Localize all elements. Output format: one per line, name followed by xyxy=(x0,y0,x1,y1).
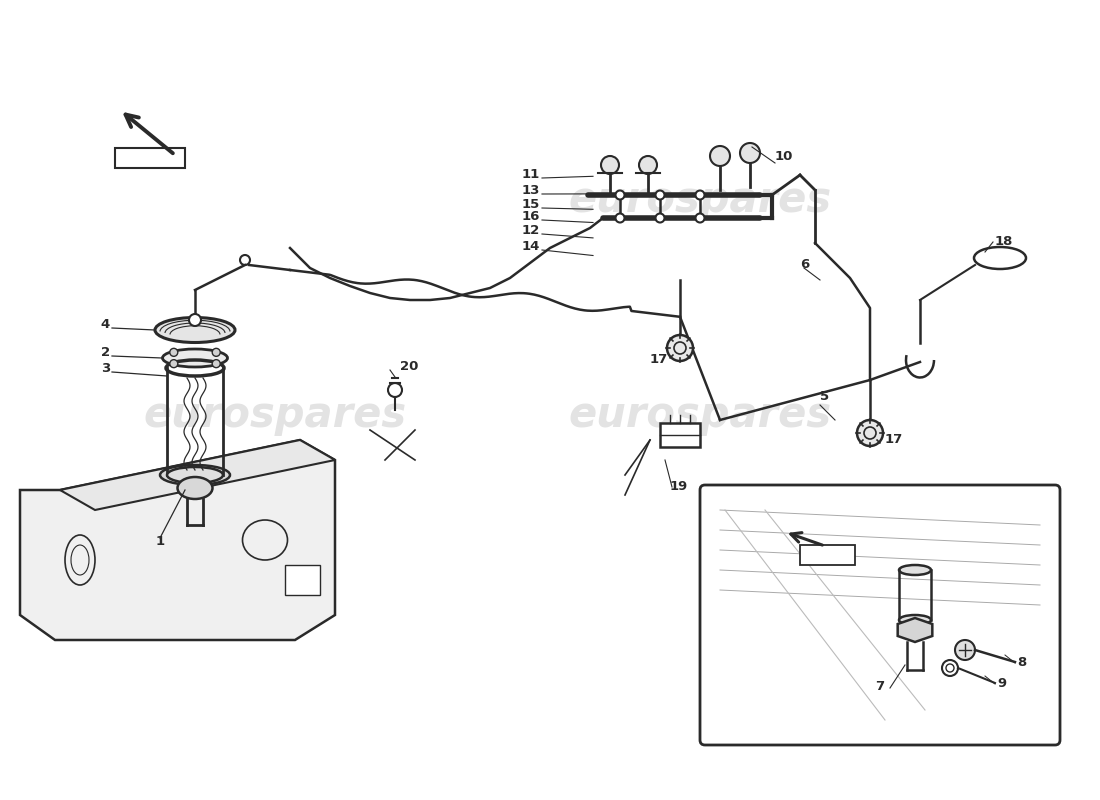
Text: 20: 20 xyxy=(400,360,418,373)
Text: 8: 8 xyxy=(1018,656,1026,669)
Text: 4: 4 xyxy=(101,318,110,331)
FancyBboxPatch shape xyxy=(660,423,700,447)
Circle shape xyxy=(639,156,657,174)
FancyBboxPatch shape xyxy=(700,485,1060,745)
Circle shape xyxy=(667,335,693,361)
Text: 6: 6 xyxy=(800,258,810,271)
Text: 1: 1 xyxy=(155,535,165,548)
Text: 12: 12 xyxy=(521,224,540,237)
Circle shape xyxy=(695,190,704,199)
Text: 11: 11 xyxy=(521,168,540,181)
Circle shape xyxy=(212,360,220,368)
Text: 19: 19 xyxy=(670,480,689,493)
Text: eurospares: eurospares xyxy=(569,394,832,436)
Ellipse shape xyxy=(160,465,230,485)
Bar xyxy=(800,545,855,565)
Text: eurospares: eurospares xyxy=(569,179,832,221)
Circle shape xyxy=(857,420,883,446)
Ellipse shape xyxy=(899,565,931,575)
Bar xyxy=(285,565,320,595)
Circle shape xyxy=(656,190,664,199)
Text: 13: 13 xyxy=(521,184,540,197)
Text: 10: 10 xyxy=(776,150,793,163)
Text: 9: 9 xyxy=(997,677,1006,690)
Text: 5: 5 xyxy=(820,390,829,403)
Circle shape xyxy=(169,360,178,368)
Polygon shape xyxy=(20,440,336,640)
Text: 14: 14 xyxy=(521,240,540,253)
Ellipse shape xyxy=(177,477,212,499)
Ellipse shape xyxy=(899,615,931,625)
Text: 17: 17 xyxy=(650,353,669,366)
Polygon shape xyxy=(116,148,185,168)
Text: 15: 15 xyxy=(521,198,540,211)
Text: eurospares: eurospares xyxy=(143,394,407,436)
Text: 3: 3 xyxy=(101,362,110,375)
Circle shape xyxy=(740,143,760,163)
Ellipse shape xyxy=(155,318,235,342)
Text: 16: 16 xyxy=(521,210,540,223)
Circle shape xyxy=(710,146,730,166)
Circle shape xyxy=(601,156,619,174)
Circle shape xyxy=(955,640,975,660)
Polygon shape xyxy=(898,618,933,642)
Ellipse shape xyxy=(163,349,228,367)
Text: 18: 18 xyxy=(996,235,1013,248)
Circle shape xyxy=(616,190,625,199)
Polygon shape xyxy=(60,440,336,510)
Text: 7: 7 xyxy=(876,680,884,693)
Circle shape xyxy=(212,348,220,356)
Text: 17: 17 xyxy=(886,433,903,446)
Circle shape xyxy=(942,660,958,676)
Text: 2: 2 xyxy=(101,346,110,359)
Circle shape xyxy=(169,348,178,356)
Circle shape xyxy=(695,214,704,222)
Ellipse shape xyxy=(167,467,223,483)
Circle shape xyxy=(189,314,201,326)
Circle shape xyxy=(616,214,625,222)
Circle shape xyxy=(656,214,664,222)
